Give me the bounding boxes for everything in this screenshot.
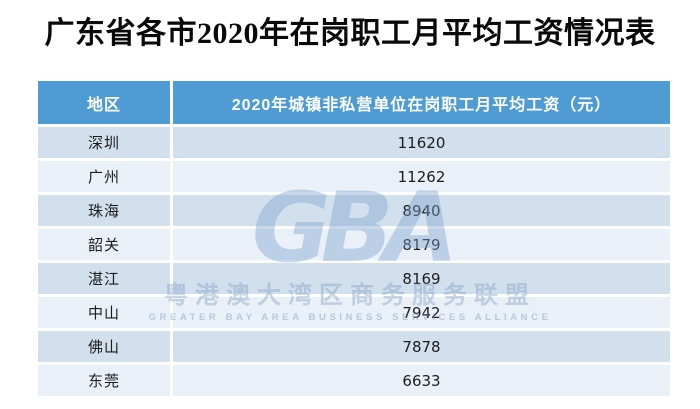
table-row: 湛江 8169 <box>38 263 670 294</box>
salary-cell: 11620 <box>173 127 670 158</box>
table-row: 中山 7942 <box>38 297 670 328</box>
table-row: 韶关 8179 <box>38 229 670 260</box>
city-cell: 珠海 <box>38 195 170 226</box>
salary-cell: 8179 <box>173 229 670 260</box>
city-cell: 湛江 <box>38 263 170 294</box>
column-header-salary: 2020年城镇非私营单位在岗职工月平均工资（元） <box>173 81 670 124</box>
table-body: 深圳 11620 广州 11262 珠海 8940 韶关 8179 湛江 8169 中山 7942 佛山… <box>38 127 670 396</box>
salary-cell: 11262 <box>173 161 670 192</box>
city-cell: 韶关 <box>38 229 170 260</box>
city-cell: 深圳 <box>38 127 170 158</box>
header-row: 地区 2020年城镇非私营单位在岗职工月平均工资（元） <box>38 81 670 124</box>
city-cell: 广州 <box>38 161 170 192</box>
salary-cell: 7878 <box>173 331 670 362</box>
table-row: 珠海 8940 <box>38 195 670 226</box>
table-header: 地区 2020年城镇非私营单位在岗职工月平均工资（元） <box>38 81 670 124</box>
salary-table: 地区 2020年城镇非私营单位在岗职工月平均工资（元） 深圳 11620 广州 112… <box>35 78 673 399</box>
table-row: 佛山 7878 <box>38 331 670 362</box>
column-header-region: 地区 <box>38 81 170 124</box>
page-title: 广东省各市2020年在岗职工月平均工资情况表 <box>44 17 656 50</box>
table-row: 广州 11262 <box>38 161 670 192</box>
table-row: 东莞 6633 <box>38 365 670 396</box>
city-cell: 中山 <box>38 297 170 328</box>
salary-cell: 7942 <box>173 297 670 328</box>
city-cell: 东莞 <box>38 365 170 396</box>
salary-cell: 6633 <box>173 365 670 396</box>
salary-cell: 8169 <box>173 263 670 294</box>
salary-cell: 8940 <box>173 195 670 226</box>
table-row: 深圳 11620 <box>38 127 670 158</box>
city-cell: 佛山 <box>38 331 170 362</box>
